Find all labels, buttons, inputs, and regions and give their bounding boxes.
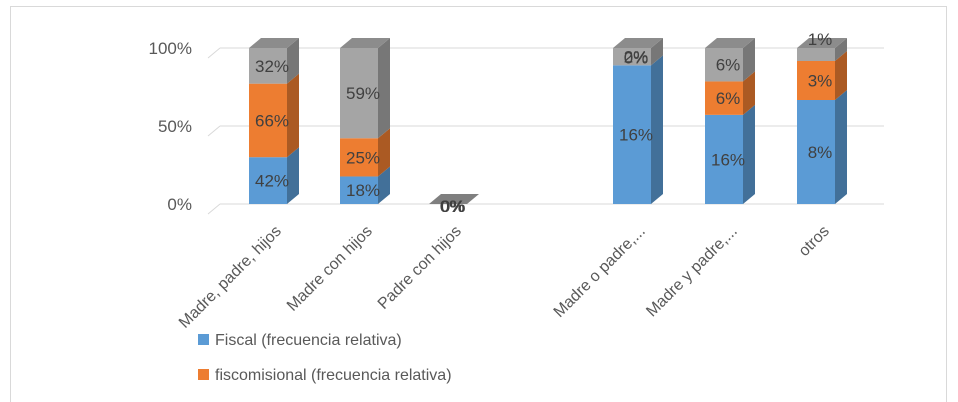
bar-segment	[705, 114, 743, 204]
data-label: 0%	[441, 197, 466, 216]
bar-segment	[797, 100, 835, 204]
data-label: 42%	[255, 172, 289, 191]
x-axis: Madre, padre, hijos Madre con hijosPadre …	[176, 223, 833, 332]
bar-side	[835, 51, 847, 100]
data-label: 18%	[346, 181, 380, 200]
data-label: 0%	[624, 48, 649, 67]
data-label: 6%	[716, 89, 741, 108]
bar-side	[378, 38, 390, 139]
data-label: 6%	[716, 56, 741, 75]
bar-segment	[705, 48, 743, 82]
bar-segment	[705, 81, 743, 115]
bar-top	[705, 38, 755, 48]
bar-segment	[249, 48, 287, 84]
bar-side	[287, 73, 299, 158]
x-category-label: Madre con hijos	[284, 223, 376, 315]
bar-side	[378, 128, 390, 177]
bar-segment	[249, 157, 287, 204]
bar-side	[835, 38, 847, 61]
bar-side	[743, 104, 755, 204]
legend-swatch	[198, 369, 209, 380]
bar-top	[613, 38, 663, 48]
gridline-depth	[207, 47, 221, 59]
data-label: 1%	[808, 30, 833, 49]
gridline-depth	[207, 125, 221, 137]
data-label: 32%	[255, 57, 289, 76]
x-category-label: Madre, padre, hijos	[176, 223, 285, 332]
legend-label: fiscomisional (frecuencia relativa)	[215, 367, 452, 384]
y-axis: 0% 50% 100%	[149, 39, 192, 214]
data-label: 59%	[346, 84, 380, 103]
bars	[249, 38, 847, 205]
bar-side	[743, 71, 755, 115]
bar-segment	[613, 65, 651, 204]
data-labels: 42%66%32%18%25%59%0%0%0%16%0%2%16%6%6%8%…	[255, 30, 832, 216]
bar-side	[651, 38, 663, 66]
data-label: 25%	[346, 148, 380, 167]
bar-top	[249, 38, 299, 48]
bar-segment	[249, 83, 287, 158]
legend: Fiscal (frecuencia relativa) fiscomisiona…	[198, 332, 452, 384]
bar-segment	[797, 61, 835, 100]
x-category-label: Padre con hijos	[375, 223, 465, 313]
bar-segment	[613, 48, 651, 66]
data-label: 8%	[808, 143, 833, 162]
y-tick-label: 0%	[167, 195, 192, 214]
bar-side	[835, 90, 847, 204]
bar-segment	[797, 48, 835, 61]
bar-segment	[340, 138, 378, 177]
y-tick-label: 100%	[149, 39, 192, 58]
bar-side	[378, 166, 390, 204]
bar-top	[797, 38, 847, 48]
gridlines	[207, 47, 884, 215]
bar-side	[743, 38, 755, 82]
data-label: 0%	[440, 197, 465, 216]
data-label: 2%	[624, 48, 649, 67]
legend-swatch	[198, 334, 209, 345]
x-category-label: Madre y padre,...	[643, 223, 741, 321]
bar-side	[287, 147, 299, 204]
data-label: 16%	[619, 126, 653, 145]
bar-top	[340, 38, 390, 48]
bar-zero	[429, 194, 479, 204]
data-label: 3%	[808, 72, 833, 91]
legend-label: Fiscal (frecuencia relativa)	[215, 332, 402, 349]
bar-side	[651, 55, 663, 205]
x-category-label: Madre o padre,...	[551, 223, 649, 321]
data-label: 66%	[255, 111, 289, 130]
bar-segment	[340, 48, 378, 139]
data-label: 16%	[711, 150, 745, 169]
chart-frame	[10, 6, 947, 402]
data-label: 0%	[440, 197, 465, 216]
bar-segment	[340, 176, 378, 204]
y-tick-label: 50%	[158, 117, 192, 136]
gridline-depth	[207, 203, 221, 215]
bar-side	[287, 38, 299, 84]
x-category-label: otros	[796, 223, 833, 260]
